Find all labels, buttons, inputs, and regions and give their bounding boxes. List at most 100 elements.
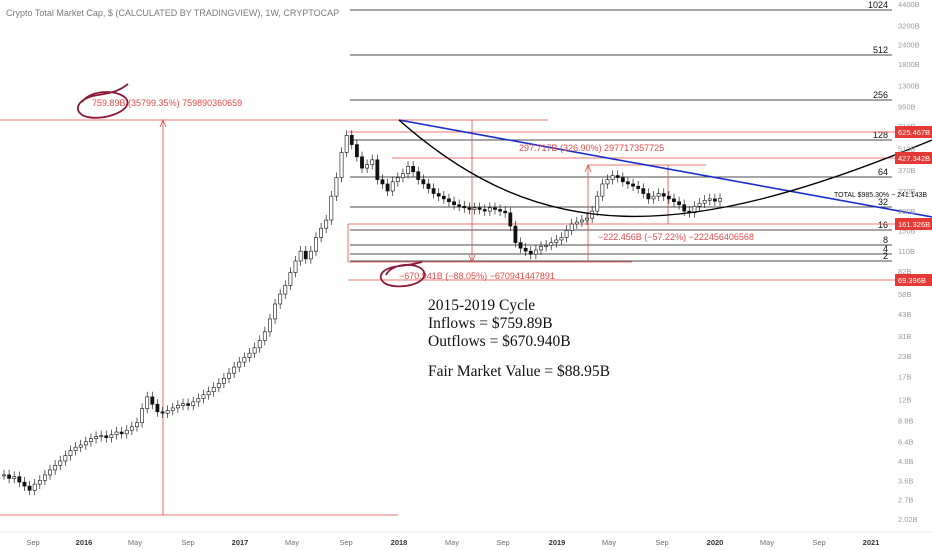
y-tick-label: 2.02B	[898, 515, 918, 524]
outflows-note: Outflows = $670.940B	[428, 333, 571, 350]
candle-body	[2, 474, 6, 477]
measure-arrow-outflow	[468, 254, 476, 264]
candle-body	[278, 293, 283, 305]
y-tick-label: 200B	[898, 207, 916, 216]
candle-body	[288, 272, 293, 286]
candle-body	[109, 434, 114, 438]
candle-body	[83, 441, 88, 446]
candle-body	[498, 209, 502, 212]
candle-body	[354, 144, 359, 158]
candle-body	[73, 446, 78, 451]
candle-body	[646, 193, 651, 200]
x-tick-label: May	[128, 538, 142, 547]
candle-body	[401, 173, 405, 178]
x-tick-label: May	[285, 538, 299, 547]
candle-body	[293, 260, 298, 273]
candle-body	[482, 209, 487, 212]
candle-body	[533, 249, 538, 255]
candle-body	[718, 198, 722, 202]
candle-body	[503, 210, 508, 214]
level-label-2: 2	[883, 251, 888, 261]
candle-body	[559, 237, 564, 241]
annotation-circle-inflow	[76, 83, 129, 119]
price-badge	[895, 218, 932, 230]
candle-body	[677, 201, 681, 206]
candle-body	[549, 242, 554, 246]
candle-body	[43, 474, 47, 481]
candle-body	[232, 366, 237, 374]
candle-body	[585, 217, 589, 221]
measure-arrow-inflow	[159, 118, 167, 128]
price-badge-label: 427.342B	[898, 154, 930, 163]
candle-body	[150, 396, 155, 405]
candle-body	[416, 171, 421, 180]
candle-body	[605, 179, 610, 185]
candle-body	[17, 476, 22, 483]
y-tick-label: 510B	[898, 144, 916, 153]
candle-body	[651, 195, 656, 200]
y-tick-label: 3200B	[898, 21, 920, 30]
candle-body	[314, 237, 318, 252]
candle-body	[513, 225, 518, 243]
candle-body	[477, 207, 482, 210]
candle-body	[666, 195, 671, 200]
measure-label-outflow: −670.941B (−88.05%) −670941447891	[399, 271, 555, 281]
y-tick-label: 23B	[898, 352, 911, 361]
candle-body	[672, 198, 676, 203]
candle-body	[436, 193, 441, 197]
y-tick-label: 31B	[898, 332, 911, 341]
candle-body	[135, 422, 139, 428]
candle-body	[539, 246, 543, 251]
candle-body	[631, 183, 635, 187]
candle-body	[206, 391, 211, 396]
level-label-512: 512	[873, 45, 888, 55]
y-tick-label: 1800B	[898, 60, 920, 69]
candle-body	[37, 479, 42, 485]
candle-body	[170, 407, 175, 411]
candle-body	[697, 202, 702, 207]
x-tick-label: Sep	[181, 538, 194, 547]
y-tick-label: 2.7B	[898, 496, 913, 505]
y-tick-label: 370B	[898, 166, 916, 175]
level-label-32: 32	[878, 197, 888, 207]
candle-body	[22, 481, 27, 487]
candle-body	[145, 396, 150, 409]
candle-body	[262, 331, 267, 341]
candle-body	[7, 474, 12, 479]
candle-body	[390, 181, 395, 192]
total-label: TOTAL $985.30% − 241.143B	[834, 192, 927, 199]
candle-body	[462, 205, 467, 209]
candle-body	[707, 198, 712, 201]
candle-body	[303, 250, 308, 260]
price-badge	[895, 152, 932, 164]
candle-body	[191, 401, 196, 406]
x-tick-label: 2020	[707, 538, 724, 547]
candle-body	[78, 444, 83, 448]
candle-body	[268, 318, 272, 333]
candle-body	[544, 245, 549, 247]
candle-body	[329, 195, 334, 221]
x-tick-label: May	[602, 538, 616, 547]
level-label-8: 8	[883, 235, 888, 245]
y-tick-label: 58B	[898, 290, 911, 299]
candle-body	[283, 285, 288, 295]
candle-body	[615, 175, 620, 178]
candle-body	[656, 193, 661, 197]
y-tick-label: 4400B	[898, 0, 920, 9]
candle-body	[421, 179, 426, 185]
price-badge	[895, 126, 932, 138]
candle-body	[411, 166, 416, 173]
y-tick-label: 2400B	[898, 41, 920, 50]
y-tick-label: 950B	[898, 103, 916, 112]
candle-body	[395, 177, 400, 183]
candle-body	[385, 183, 390, 192]
candle-body	[257, 340, 262, 349]
x-tick-label: Sep	[812, 538, 825, 547]
candle-body	[702, 200, 707, 204]
x-tick-label: 2016	[76, 538, 93, 547]
candle-body	[406, 166, 410, 174]
x-tick-label: 2021	[863, 538, 880, 547]
trend-curve	[398, 119, 932, 218]
candle-body	[27, 485, 32, 491]
